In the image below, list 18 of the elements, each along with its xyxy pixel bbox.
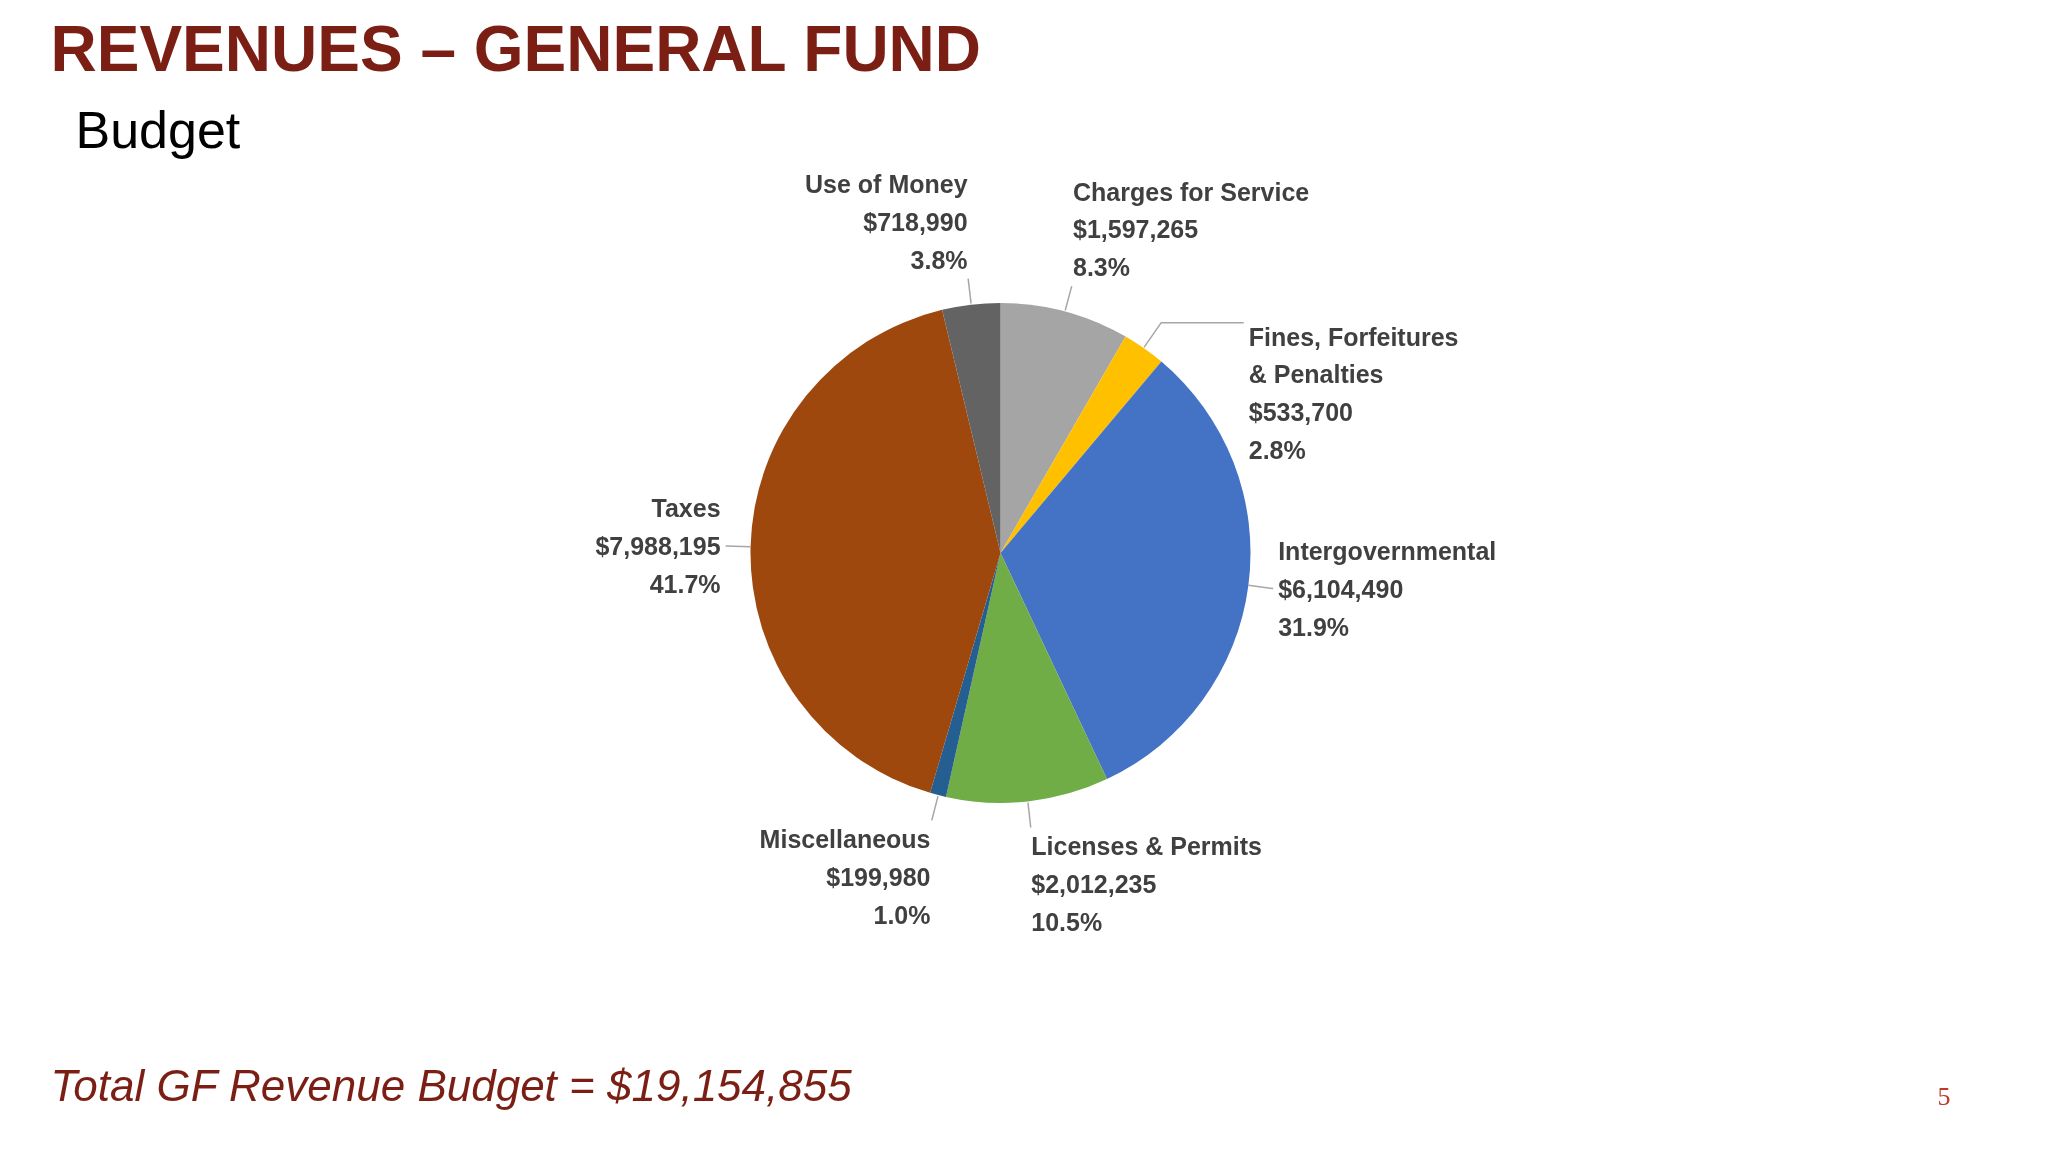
slice-label: Use of Money bbox=[805, 170, 968, 199]
slice-label: Licenses & Permits bbox=[1031, 832, 1262, 861]
text: Budget bbox=[75, 100, 241, 159]
data-label: $2,012,235 10.5% bbox=[1031, 870, 1157, 937]
chart-title: REVENUES – GENERAL FUND bbox=[50, 13, 982, 86]
data-label: $1,597,265 8.3% bbox=[1073, 215, 1199, 282]
text: Total GF Revenue Budget = $19,154,855 bbox=[50, 1061, 853, 1111]
slice-label: Charges for Service bbox=[1073, 177, 1310, 206]
slice-label: Miscellaneous bbox=[759, 825, 931, 854]
data-label: $7,988,195 41.7% bbox=[595, 531, 721, 598]
data-label: $199,980 1.0% bbox=[826, 863, 931, 929]
text: 5 bbox=[1937, 1082, 1951, 1112]
slice-label: Fines, Forfeitures & Penalties bbox=[1248, 322, 1459, 389]
data-label: $533,700 2.8% bbox=[1248, 398, 1354, 465]
slice-label: Taxes bbox=[651, 494, 721, 523]
data-label: $718,990 3.8% bbox=[863, 207, 968, 274]
data-label: $6,104,490 31.9% bbox=[1278, 575, 1404, 642]
slice-label: Intergovernmental bbox=[1278, 537, 1497, 566]
